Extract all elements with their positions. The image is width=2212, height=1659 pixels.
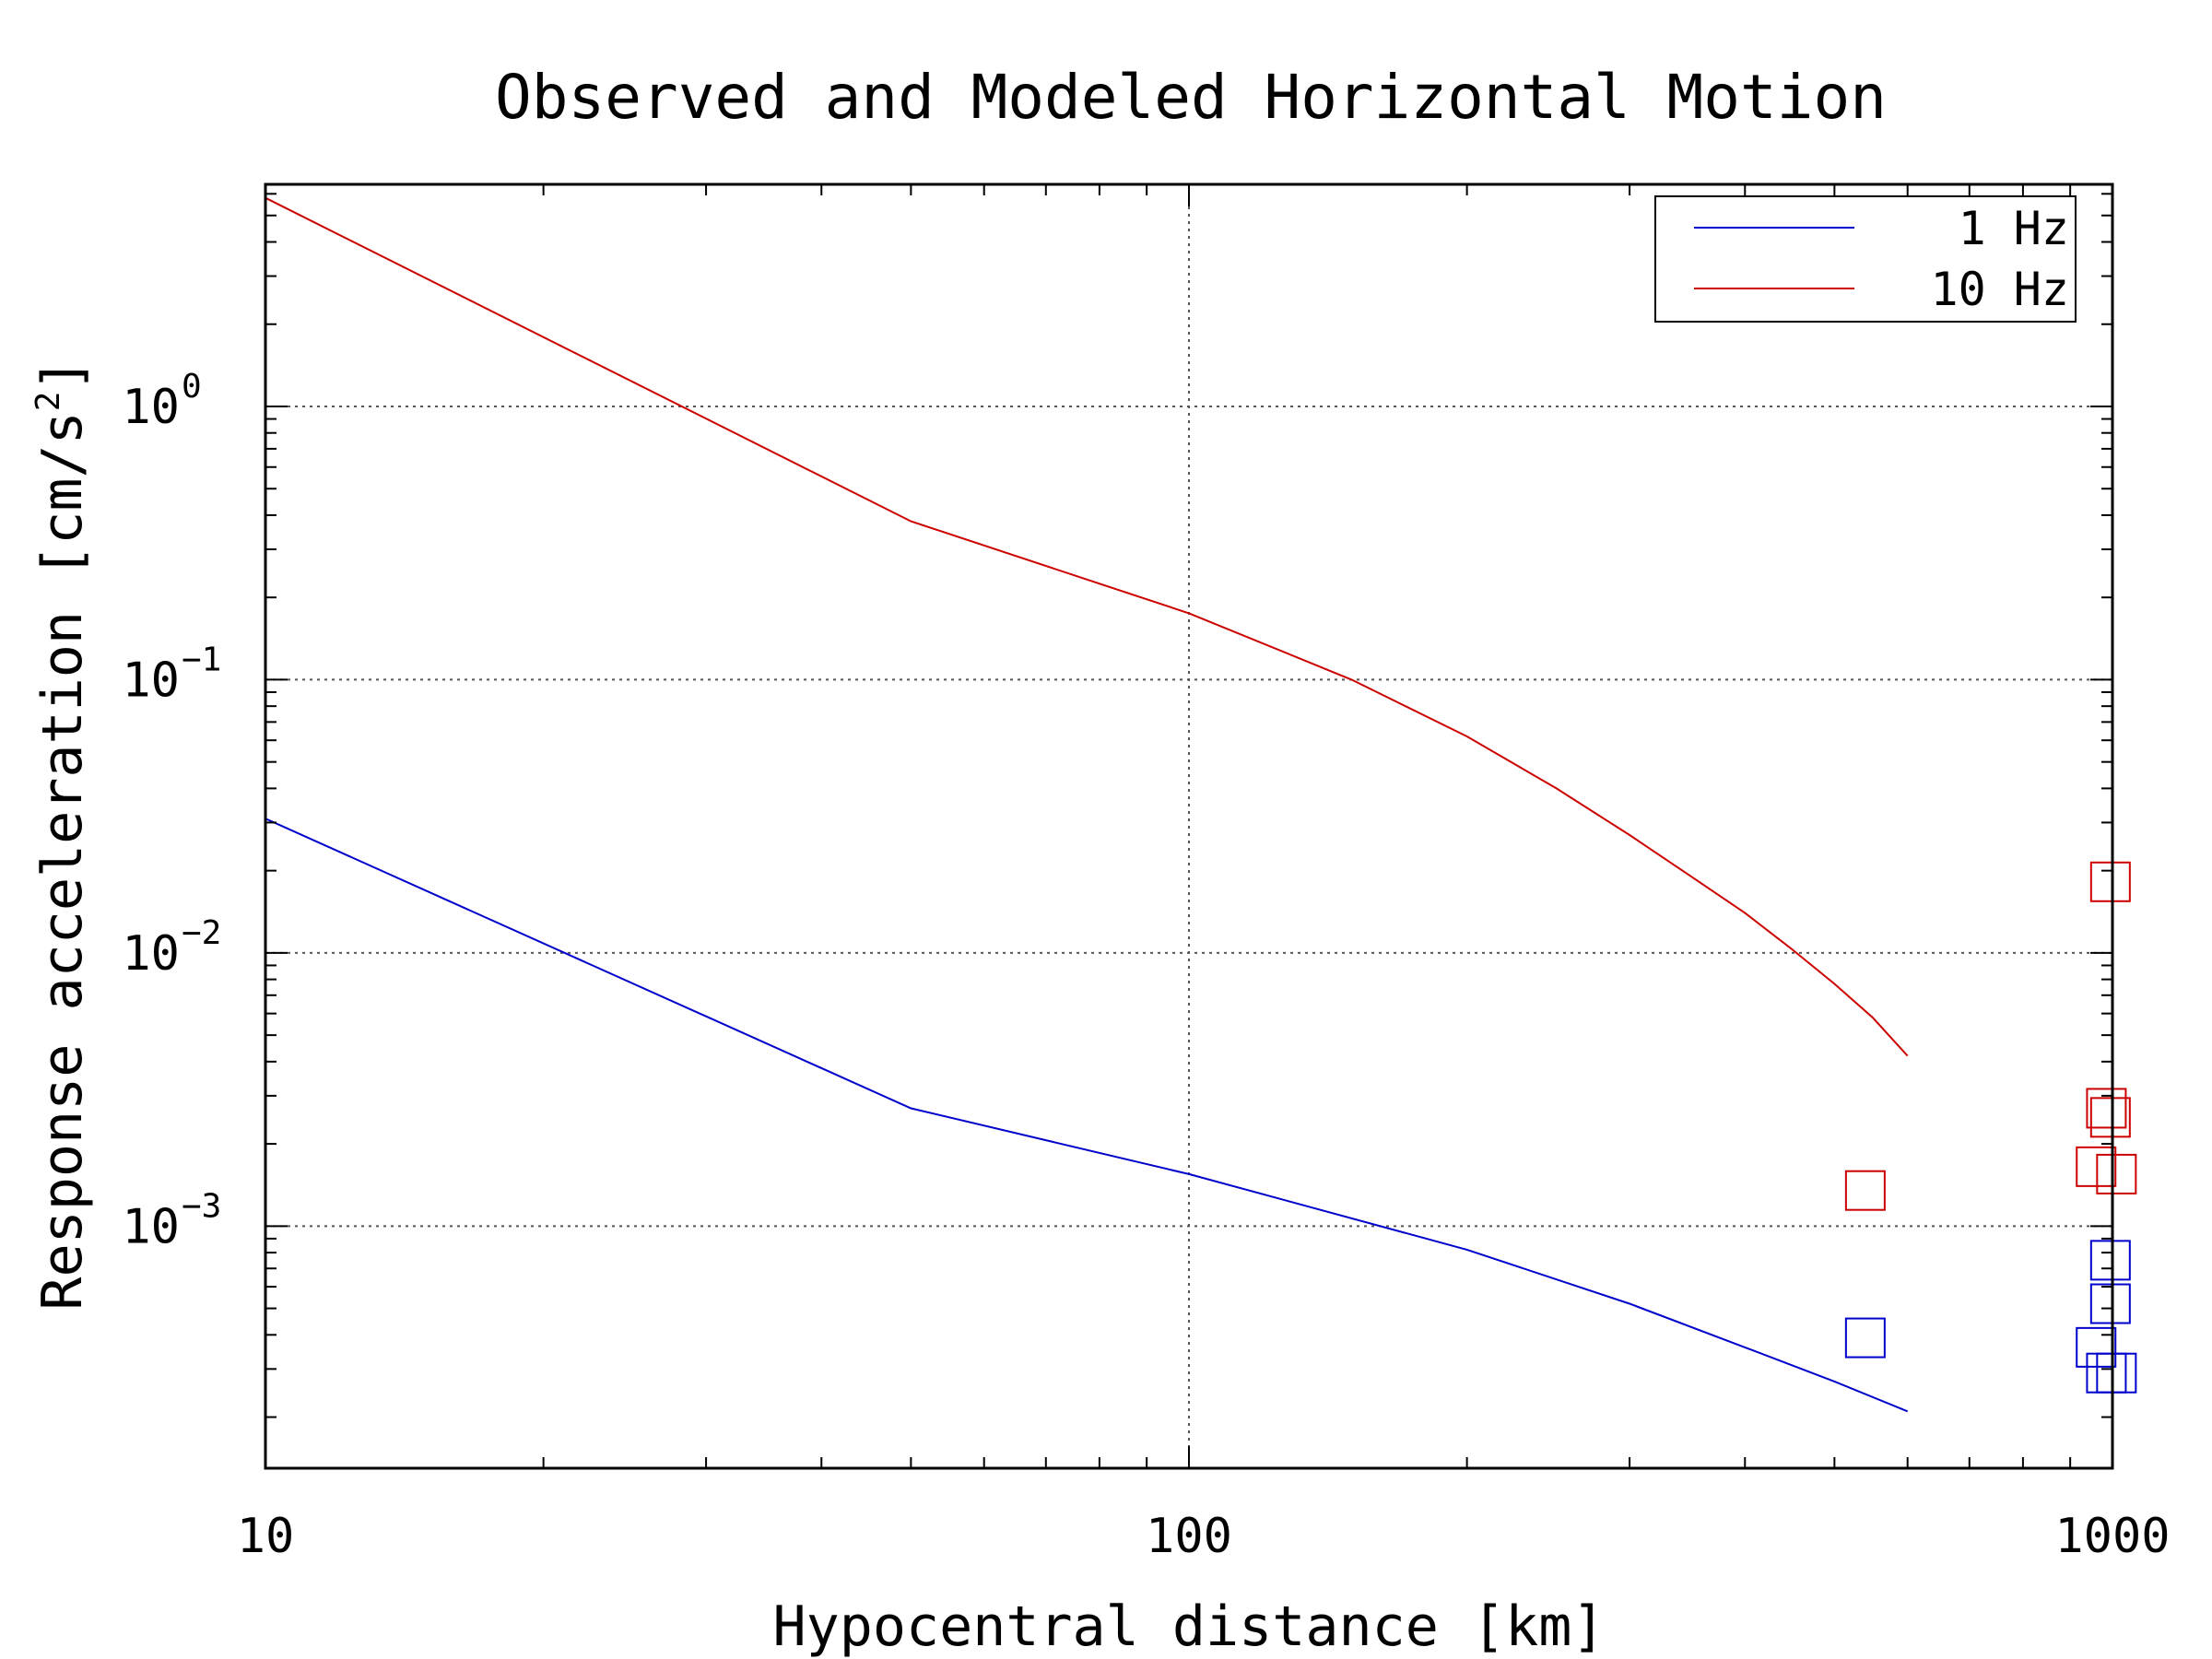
y-axis-label-close: ] <box>30 358 95 391</box>
legend-label-1hz: 1 Hz <box>1959 202 2069 255</box>
y-tick-label-0: 10 <box>122 380 180 435</box>
observed-point-1hz <box>2086 1352 2127 1394</box>
observed-markers <box>1844 861 2137 1394</box>
observed-point-10hz <box>1844 1170 1886 1211</box>
series-line-10hz <box>265 196 1909 1057</box>
x-tick-label-100: 100 <box>1146 1509 1232 1564</box>
observed-point-1hz <box>2096 1352 2137 1394</box>
chart-title: Observed and Modeled Horizontal Motion <box>495 62 1887 133</box>
observed-point-10hz <box>2089 861 2131 902</box>
observed-point-1hz <box>1844 1317 1886 1359</box>
observed-point-1hz <box>2089 1240 2131 1281</box>
y-tick-exponent-3: −3 <box>182 1187 221 1225</box>
grid-lines <box>265 184 2112 1468</box>
x-tick-labels: 10 100 1000 <box>237 1509 2171 1564</box>
y-tick-label-2: 10 <box>122 926 180 982</box>
legend-label-10hz: 10 Hz <box>1930 263 2069 316</box>
observed-point-10hz <box>2089 1097 2131 1138</box>
y-tick-exponent-1: −1 <box>182 641 221 678</box>
observed-point-10hz <box>2086 1088 2127 1129</box>
x-axis-label: Hypocentral distance [km] <box>772 1594 1605 1659</box>
series-line-1hz <box>265 818 1909 1413</box>
y-axis-label-superscript: 2 <box>29 392 67 412</box>
y-tick-label-3: 10 <box>122 1199 180 1254</box>
y-tick-exponent-0: 0 <box>182 368 202 406</box>
observed-point-1hz <box>2076 1326 2117 1368</box>
series-lines <box>265 196 1909 1413</box>
y-axis-label: Response acceleration [cm/s2] <box>29 358 95 1310</box>
observed-point-10hz <box>2076 1146 2117 1187</box>
legend-box <box>1654 195 2077 323</box>
y-tick-exponent-2: −2 <box>182 914 221 952</box>
x-tick-label-1000: 1000 <box>2054 1509 2170 1564</box>
axis-ticks <box>265 184 2113 1468</box>
legend: 1 Hz 10 Hz <box>1654 195 2077 323</box>
observed-point-1hz <box>2089 1283 2131 1324</box>
x-tick-label-10: 10 <box>237 1509 295 1564</box>
y-tick-label-1: 10 <box>122 653 180 708</box>
y-axis-label-text: Response acceleration [cm/s <box>30 411 95 1310</box>
observed-point-10hz <box>2096 1153 2137 1194</box>
